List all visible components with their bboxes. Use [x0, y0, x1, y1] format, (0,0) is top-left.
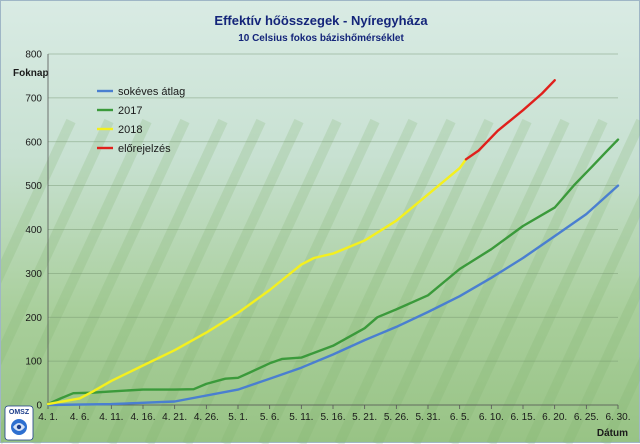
- y-tick-label: 400: [25, 225, 42, 236]
- field-row: [258, 118, 418, 444]
- field-row: [600, 356, 640, 444]
- x-tick-label: 6. 25.: [574, 412, 599, 423]
- y-axis-label: Foknap: [13, 68, 49, 79]
- y-tick-label: 600: [25, 137, 42, 148]
- field-row: [410, 118, 570, 444]
- y-tick-label: 800: [25, 50, 42, 61]
- x-tick-label: 5. 6.: [260, 412, 279, 423]
- field-row: [30, 118, 190, 444]
- series-line-sokéves átlag: [46, 184, 620, 407]
- x-tick-label: 6. 5.: [450, 412, 469, 423]
- x-tick-label: 4. 11.: [99, 412, 123, 423]
- y-tick-label: 300: [25, 269, 42, 280]
- logo-text: OMSZ: [9, 409, 30, 416]
- field-row: [448, 118, 608, 444]
- field-row: [524, 193, 640, 444]
- field-rows-decoration: [1, 118, 640, 444]
- legend-label: sokéves átlag: [118, 86, 185, 98]
- x-tick-label: 5. 11.: [289, 412, 313, 423]
- field-row: [296, 118, 456, 444]
- field-row: [1, 118, 114, 366]
- x-tick-label: 6. 20.: [542, 412, 567, 423]
- x-tick-label: 6. 30.: [605, 412, 630, 423]
- x-tick-label: 4. 16.: [130, 412, 155, 423]
- x-tick-label: 5. 1.: [228, 412, 247, 423]
- field-row: [562, 274, 640, 444]
- field-row: [68, 118, 228, 444]
- series-line-2017: [46, 138, 620, 406]
- x-tick-label: 4. 6.: [70, 412, 89, 423]
- x-tick-label: 4. 26.: [194, 412, 219, 423]
- chart-title: Effektív hőösszegek - Nyíregyháza: [214, 13, 428, 28]
- field-row: [372, 118, 532, 444]
- x-tick-label: 5. 16.: [320, 412, 345, 423]
- field-row: [486, 118, 640, 444]
- x-tick-label: 4. 21.: [162, 412, 187, 423]
- field-row: [334, 118, 494, 444]
- x-tick-label: 5. 31.: [415, 412, 440, 423]
- legend-label: 2018: [118, 124, 142, 136]
- field-row: [182, 118, 342, 444]
- field-row: [1, 118, 76, 284]
- y-tick-label: 0: [36, 401, 42, 412]
- y-tick-label: 100: [25, 357, 42, 368]
- x-tick-label: 5. 21.: [352, 412, 377, 423]
- chart-subtitle: 10 Celsius fokos bázishőmérséklet: [238, 33, 404, 44]
- y-tick-label: 200: [25, 313, 42, 324]
- field-row: [106, 118, 266, 444]
- x-tick-label: 6. 10.: [479, 412, 504, 423]
- axes: 0 100 200 300 400 500 600 700 800 4. 1. 4. 6. 4. 11…: [25, 50, 630, 424]
- x-axis-label: Dátum: [597, 428, 628, 439]
- x-tick-label: 4. 1.: [38, 412, 57, 423]
- y-tick-label: 500: [25, 181, 42, 192]
- series-line-2018: [46, 158, 468, 406]
- x-tick-label: 5. 26.: [384, 412, 409, 423]
- field-row: [220, 118, 380, 444]
- legend-label: 2017: [118, 105, 142, 117]
- field-row: [144, 118, 304, 444]
- omsz-logo: OMSZ: [4, 405, 34, 441]
- x-tick-label: 6. 15.: [510, 412, 535, 423]
- field-row: [1, 118, 152, 444]
- legend: sokéves átlag 2017 2018 előrejelzés: [97, 86, 185, 155]
- series-line-előrejelzés: [464, 79, 556, 161]
- series-lines: [46, 79, 620, 407]
- legend-label: előrejelzés: [118, 143, 171, 155]
- y-tick-label: 700: [25, 93, 42, 104]
